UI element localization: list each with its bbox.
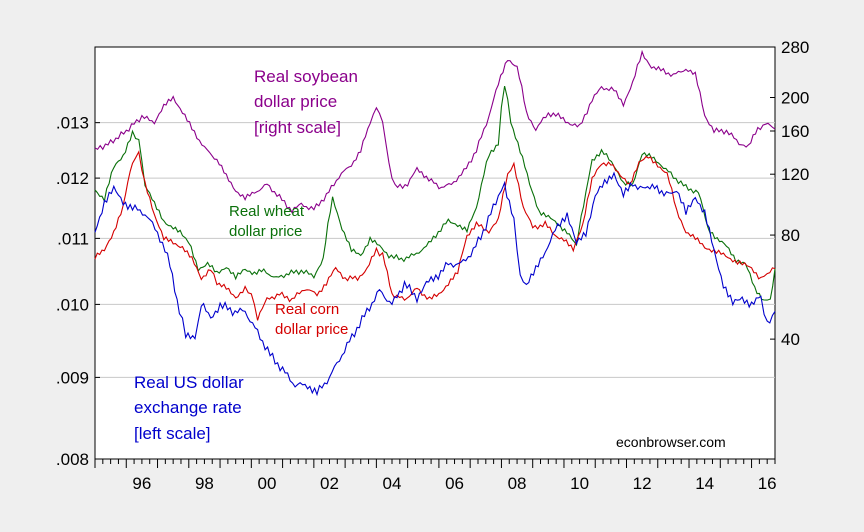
series-layer	[94, 49, 776, 397]
plot-area	[94, 46, 776, 460]
right-tick-label-3: 160	[781, 122, 809, 141]
x-tick-label-9: 14	[695, 474, 714, 493]
annotation-soybean: Real soybean dollar price [right scale]	[254, 67, 358, 137]
series-line-0	[94, 49, 776, 214]
left-tick-label-4: .012	[56, 169, 89, 188]
annotation-soybean-line-2: dollar price	[254, 92, 337, 111]
x-tick-label-10: 16	[758, 474, 777, 493]
series-line-3	[94, 171, 776, 397]
x-tick-label-2: 00	[257, 474, 276, 493]
right-tick-label-0: 40	[781, 330, 800, 349]
annotation-corn: Real corn dollar price	[275, 301, 348, 338]
annotation-usd-line-1: Real US dollar	[134, 373, 244, 392]
annotation-usd-line-2: exchange rate	[134, 398, 242, 417]
annotation-wheat: Real wheat dollar price	[229, 203, 305, 240]
annotation-soybean-line-1: Real soybean	[254, 67, 358, 86]
x-tick-label-4: 04	[383, 474, 402, 493]
right-tick-label-5: 280	[781, 38, 809, 57]
annotation-wheat-line-2: dollar price	[229, 223, 302, 240]
source-credit: econbrowser.com	[616, 434, 726, 450]
x-tick-label-8: 12	[633, 474, 652, 493]
x-tick-label-3: 02	[320, 474, 339, 493]
left-tick-label-2: .010	[56, 295, 89, 314]
x-tick-label-1: 98	[195, 474, 214, 493]
left-tick-label-5: .013	[56, 114, 89, 133]
gridlines	[95, 122, 775, 378]
series-line-2	[94, 150, 776, 321]
annotation-wheat-line-1: Real wheat	[229, 203, 305, 220]
x-tick-label-7: 10	[570, 474, 589, 493]
x-tick-label-0: 96	[132, 474, 151, 493]
left-tick-label-0: .008	[56, 450, 89, 469]
axes-layer: .008.009.010.011.012.0134080120160200280…	[56, 38, 809, 493]
left-tick-label-3: .011	[57, 229, 89, 248]
annotation-usd-line-3: [left scale]	[134, 424, 211, 443]
right-tick-label-2: 120	[781, 165, 809, 184]
x-tick-label-5: 06	[445, 474, 464, 493]
annotation-corn-line-1: Real corn	[275, 301, 339, 318]
x-tick-label-6: 08	[508, 474, 527, 493]
annotation-soybean-line-3: [right scale]	[254, 118, 341, 137]
series-line-1	[94, 85, 776, 301]
right-tick-label-4: 200	[781, 89, 809, 108]
right-tick-label-1: 80	[781, 226, 800, 245]
annotation-corn-line-2: dollar price	[275, 321, 348, 338]
left-tick-label-1: .009	[56, 368, 89, 387]
annotation-usd: Real US dollar exchange rate [left scale…	[134, 373, 244, 443]
